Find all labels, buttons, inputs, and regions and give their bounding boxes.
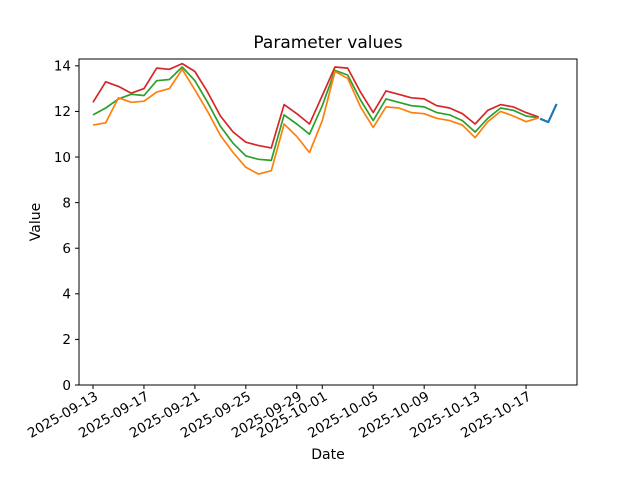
red-series-line xyxy=(92,62,540,149)
y-tick-label: 12 xyxy=(54,104,71,120)
y-tick-label: 14 xyxy=(54,59,71,75)
orange-series-line xyxy=(92,68,540,175)
chart-title: Parameter values xyxy=(253,33,402,53)
x-axis-label: Date xyxy=(311,447,344,463)
y-tick-label: 2 xyxy=(62,332,71,348)
y-tick-label: 6 xyxy=(62,241,71,257)
y-tick-label: 8 xyxy=(62,195,71,211)
y-axis-label: Value xyxy=(28,203,44,241)
series-lines xyxy=(92,62,558,175)
y-tick-label: 0 xyxy=(62,378,71,394)
plot-area-frame xyxy=(78,58,578,386)
y-tick-label: 10 xyxy=(54,150,71,166)
axis-ticks: 2025-09-132025-09-172025-09-212025-09-25… xyxy=(25,59,534,442)
blue-forecast-series-line xyxy=(539,103,558,124)
green-series-line xyxy=(92,66,539,162)
y-tick-label: 4 xyxy=(62,287,71,303)
